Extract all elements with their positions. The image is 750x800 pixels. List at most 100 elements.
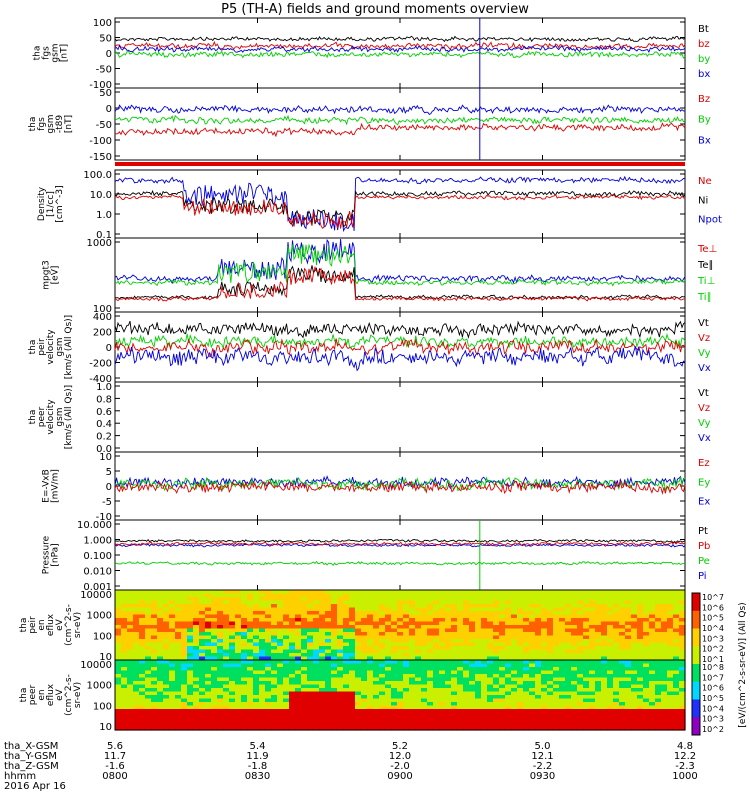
- heat-cell: [349, 663, 356, 668]
- heat-cell: [343, 628, 350, 633]
- heat-cell: [283, 695, 290, 700]
- heat-cell: [589, 723, 596, 728]
- heat-cell: [511, 600, 518, 605]
- heat-cell: [241, 607, 248, 612]
- heat-cell: [205, 604, 212, 609]
- heat-cell: [235, 607, 242, 612]
- heat-cell: [379, 621, 386, 626]
- heat-cell: [559, 663, 566, 668]
- heat-cell: [529, 663, 536, 668]
- heat-cell: [517, 726, 524, 731]
- heat-cell: [415, 607, 422, 612]
- heat-cell: [439, 597, 446, 602]
- heat-cell: [421, 639, 428, 644]
- heat-cell: [205, 611, 212, 616]
- heat-cell: [247, 726, 254, 731]
- heat-cell: [289, 698, 296, 703]
- heat-cell: [193, 632, 200, 637]
- heat-cell: [595, 698, 602, 703]
- heat-cell: [373, 667, 380, 672]
- heat-cell: [259, 719, 266, 724]
- heat-cell: [355, 677, 362, 682]
- heat-cell: [619, 712, 626, 717]
- heat-cell: [319, 614, 326, 619]
- heat-cell: [439, 712, 446, 717]
- y-axis-label-line: gsm: [55, 407, 65, 426]
- heat-cell: [301, 604, 308, 609]
- heat-cell: [487, 656, 494, 661]
- heat-cell: [337, 674, 344, 679]
- heat-cell: [127, 681, 134, 686]
- heat-cell: [457, 614, 464, 619]
- colorbar-segment: [692, 628, 700, 647]
- heat-cell: [565, 660, 572, 665]
- heat-cell: [433, 709, 440, 714]
- heat-cell: [283, 726, 290, 731]
- heat-cell: [205, 723, 212, 728]
- heat-cell: [127, 670, 134, 675]
- heat-cell: [643, 663, 650, 668]
- heat-cell: [541, 723, 548, 728]
- heat-cell: [355, 649, 362, 654]
- heat-cell: [601, 607, 608, 612]
- heat-cell: [193, 642, 200, 647]
- heat-cell: [409, 702, 416, 707]
- heat-cell: [559, 712, 566, 717]
- series-Vz: [114, 338, 686, 358]
- heat-cell: [565, 590, 572, 595]
- heat-cell: [505, 628, 512, 633]
- heat-cell: [445, 646, 452, 651]
- heat-cell: [181, 660, 188, 665]
- heat-cell: [397, 663, 404, 668]
- heat-cell: [169, 719, 176, 724]
- heat-cell: [583, 635, 590, 640]
- heat-cell: [355, 709, 362, 714]
- heat-cell: [577, 677, 584, 682]
- heat-cell: [673, 684, 680, 689]
- heat-cell: [337, 663, 344, 668]
- heat-cell: [415, 628, 422, 633]
- heat-cell: [379, 670, 386, 675]
- heat-cell: [145, 597, 152, 602]
- heat-cell: [511, 702, 518, 707]
- heat-cell: [625, 660, 632, 665]
- heat-cell: [481, 691, 488, 696]
- heat-cell: [421, 681, 428, 686]
- heat-cell: [523, 611, 530, 616]
- heat-cell: [331, 670, 338, 675]
- heat-cell: [115, 632, 122, 637]
- heat-cell: [301, 723, 308, 728]
- heat-cell: [211, 681, 218, 686]
- heat-cell: [343, 646, 350, 651]
- heat-cell: [559, 611, 566, 616]
- heat-cell: [565, 625, 572, 630]
- heat-cell: [187, 670, 194, 675]
- heat-cell: [469, 600, 476, 605]
- heat-cell: [541, 712, 548, 717]
- heat-cell: [403, 712, 410, 717]
- heat-cell: [481, 625, 488, 630]
- heat-cell: [367, 684, 374, 689]
- heat-cell: [397, 723, 404, 728]
- heat-cell: [115, 663, 122, 668]
- heat-cell: [367, 614, 374, 619]
- heat-cell: [487, 646, 494, 651]
- heat-cell: [133, 614, 140, 619]
- heat-cell: [547, 712, 554, 717]
- heat-cell: [577, 670, 584, 675]
- heat-cell: [601, 639, 608, 644]
- heat-cell: [373, 656, 380, 661]
- heat-cell: [457, 705, 464, 710]
- heat-cell: [391, 649, 398, 654]
- heat-cell: [601, 684, 608, 689]
- heat-cell: [373, 649, 380, 654]
- heat-cell: [541, 695, 548, 700]
- heat-cell: [673, 702, 680, 707]
- heat-cell: [481, 681, 488, 686]
- heat-cell: [415, 600, 422, 605]
- colorbar-segment: [692, 593, 700, 612]
- heat-cell: [601, 635, 608, 640]
- heat-cell: [601, 649, 608, 654]
- colorbar-tick-label: 10^3: [702, 634, 724, 643]
- heat-cell: [205, 719, 212, 724]
